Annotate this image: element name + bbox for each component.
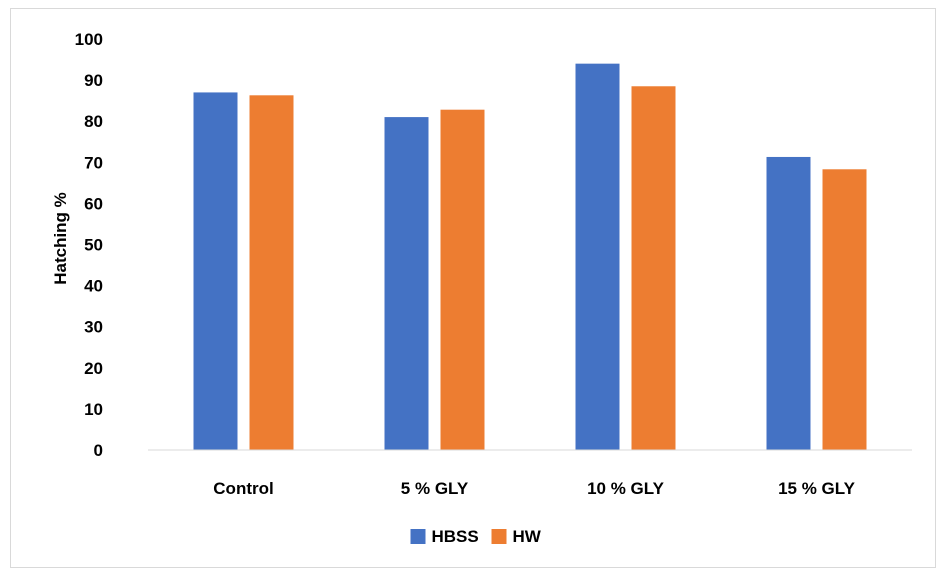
bar-hw-0 <box>249 95 294 450</box>
legend-label: HW <box>513 527 542 546</box>
bars <box>193 63 867 451</box>
y-tick-label: 30 <box>84 318 103 337</box>
x-axis-ticks: Control 5 % GLY 10 % GLY 15 % GLY <box>213 479 855 498</box>
y-tick-label: 100 <box>75 30 103 49</box>
legend: HBSS HW <box>410 527 542 546</box>
bar-hw-3 <box>822 169 867 451</box>
bar-hbss-2 <box>575 63 620 450</box>
bar-hbss-0 <box>193 92 238 451</box>
legend-swatch <box>410 529 426 544</box>
y-tick-label: 80 <box>84 112 103 131</box>
bar-hbss-3 <box>766 156 811 450</box>
y-tick-label: 50 <box>84 236 103 255</box>
x-tick-label: 15 % GLY <box>778 479 856 498</box>
y-axis-title: Hatching % <box>51 192 70 285</box>
legend-item-hw: HW <box>491 527 542 546</box>
bar-hw-1 <box>440 109 485 450</box>
legend-label: HBSS <box>432 527 479 546</box>
y-tick-label: 40 <box>84 277 103 296</box>
x-tick-label: 5 % GLY <box>401 479 469 498</box>
y-tick-label: 0 <box>94 441 103 460</box>
legend-item-hbss: HBSS <box>410 527 479 546</box>
bar-hw-2 <box>631 86 676 450</box>
y-tick-label: 20 <box>84 359 103 378</box>
x-tick-label: 10 % GLY <box>587 479 665 498</box>
y-tick-label: 70 <box>84 153 103 172</box>
x-tick-label: Control <box>213 479 273 498</box>
legend-swatch <box>491 529 507 544</box>
y-tick-label: 10 <box>84 400 103 419</box>
y-axis-ticks: 0 10 20 30 40 50 60 70 80 90 100 <box>75 30 103 460</box>
y-tick-label: 60 <box>84 194 103 213</box>
bar-hbss-1 <box>384 117 429 450</box>
y-tick-label: 90 <box>84 71 103 90</box>
